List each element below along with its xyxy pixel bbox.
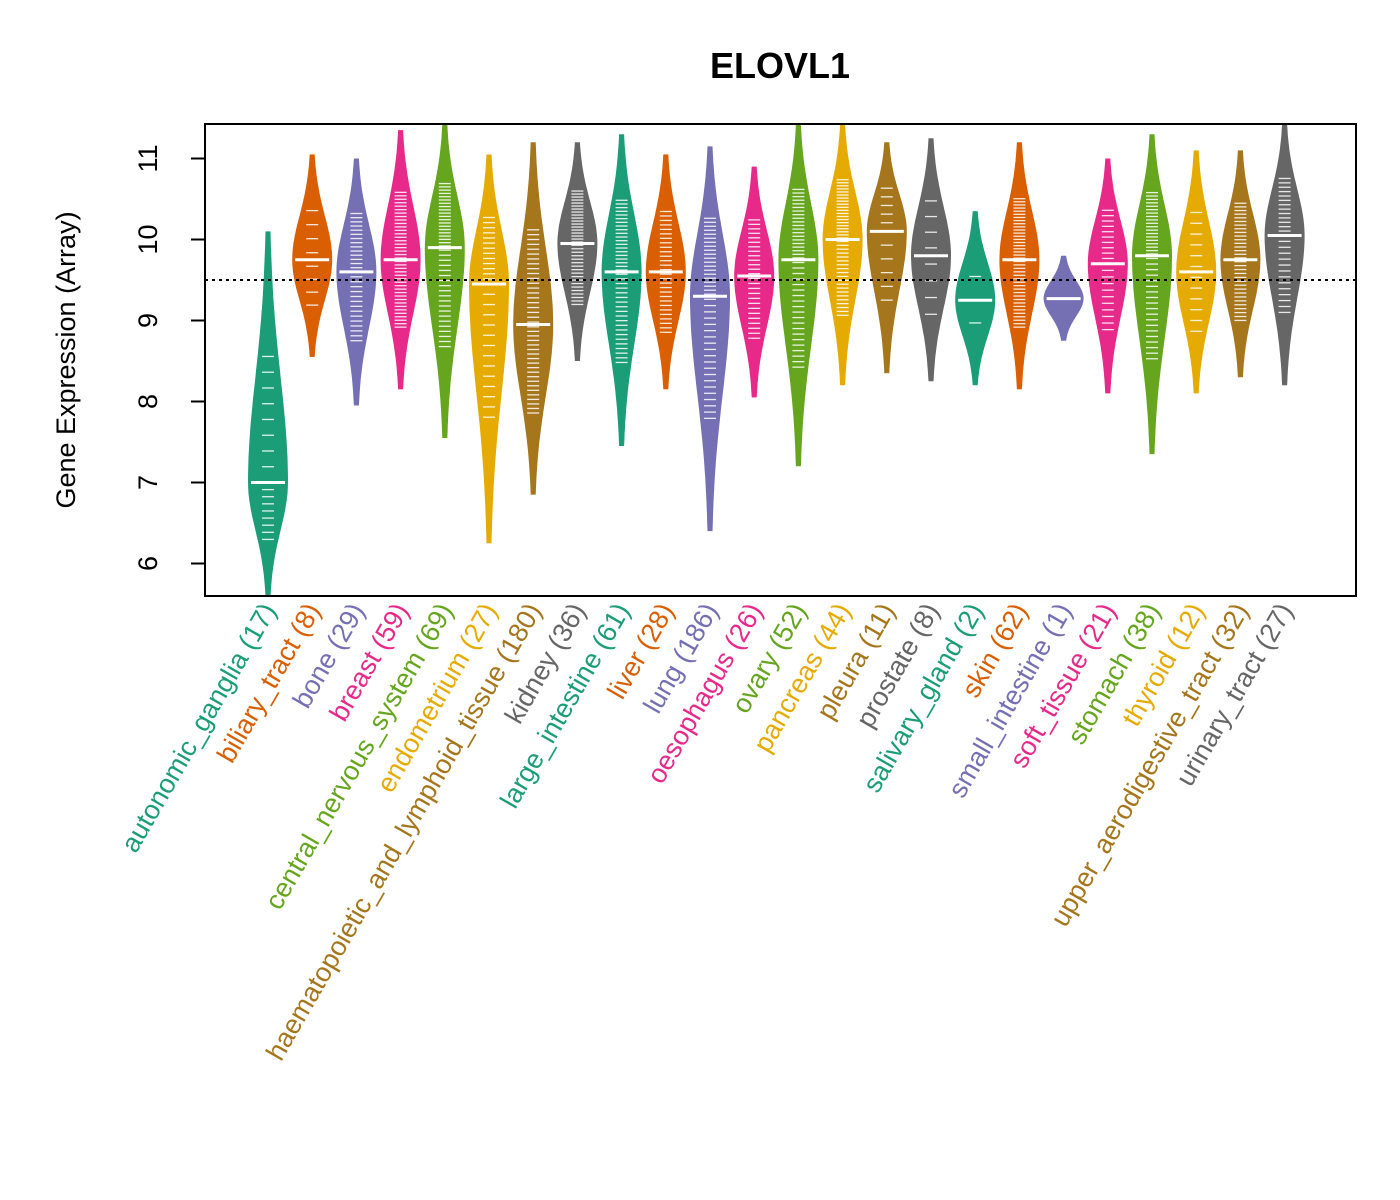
y-axis: 6 7 8 9 10 11 xyxy=(133,144,205,571)
y-tick-label: 7 xyxy=(133,475,163,490)
chart-title: ELOVL1 xyxy=(710,45,850,86)
violin-urinary_tract xyxy=(1264,124,1305,386)
violin-endometrium xyxy=(469,154,509,544)
y-tick-label: 11 xyxy=(133,144,163,172)
violin-skin xyxy=(999,142,1040,390)
y-axis-label: Gene Expression (Array) xyxy=(51,211,81,508)
violin-salivary_gland xyxy=(955,211,996,386)
violin-prostate xyxy=(911,138,951,382)
y-tick-label: 8 xyxy=(133,394,163,409)
violin-stomach xyxy=(1132,134,1172,455)
violin-haematopoietic_and_lymphoid_tissue xyxy=(513,142,554,495)
violin-soft_tissue xyxy=(1087,158,1128,394)
x-category-labels: autonomic_ganglia (17)biliary_tract (8)b… xyxy=(115,598,1299,1065)
y-tick-label: 10 xyxy=(133,224,163,254)
violin-autonomic_ganglia xyxy=(248,231,288,596)
y-tick-label: 9 xyxy=(133,313,163,328)
violin-layer xyxy=(248,124,1305,596)
violin-oesophagus xyxy=(734,166,775,398)
violin-large_intestine xyxy=(601,134,642,447)
plot-frame xyxy=(204,123,1357,597)
violin-biliary_tract xyxy=(292,154,333,357)
violin-lung xyxy=(690,146,730,532)
violin-pancreas xyxy=(822,124,863,386)
violin-upper_aerodigestive_tract xyxy=(1220,150,1261,378)
violin-pleura xyxy=(866,142,907,374)
y-tick-label: 6 xyxy=(133,556,163,571)
